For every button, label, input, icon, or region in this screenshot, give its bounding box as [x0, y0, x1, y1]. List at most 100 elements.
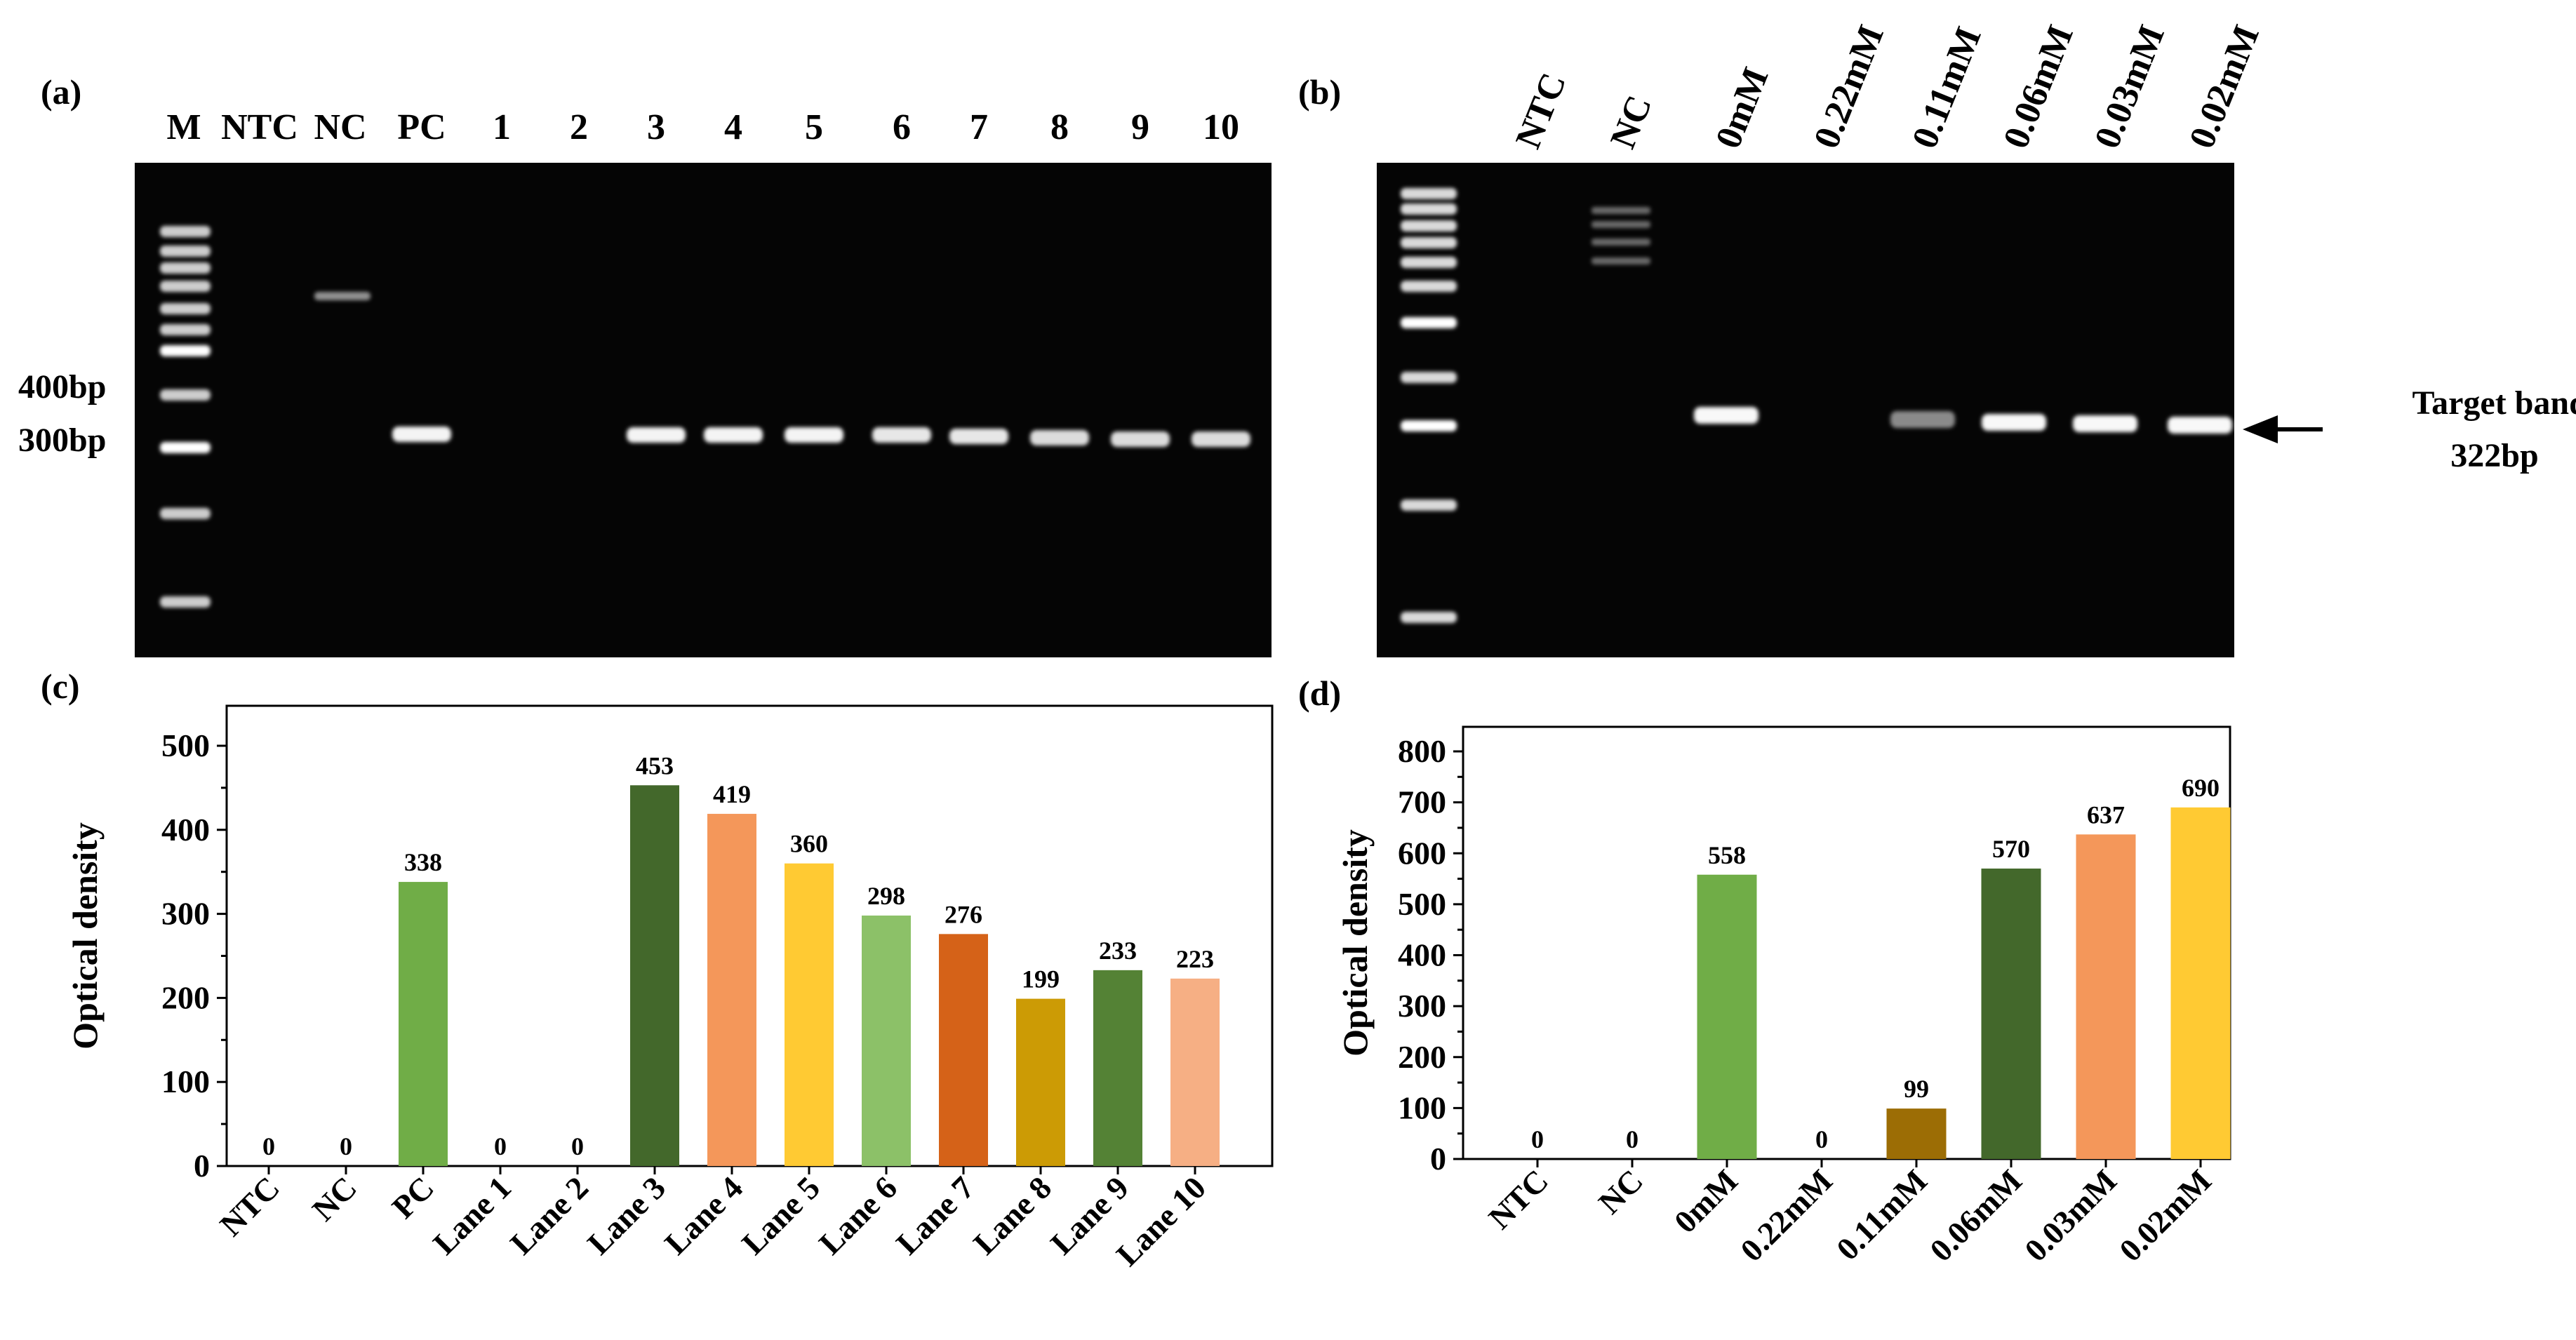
y-tick-label: 600: [1398, 835, 1446, 871]
gel-b-bands: [1591, 207, 2232, 434]
gel-a-lane-label: 5: [805, 107, 823, 147]
chart-d-y-axis-title: Optical density: [1335, 829, 1375, 1057]
bar-value-label: 0: [1626, 1125, 1639, 1153]
gel-band: [872, 427, 931, 443]
bar-006mm: [1981, 869, 2041, 1159]
gel-b-lane-label: 0.06mM: [1996, 20, 2081, 154]
ladder-band: [1401, 317, 1457, 328]
bar-lane-3: [630, 785, 679, 1166]
gel-band: [1030, 430, 1089, 445]
ladder-band: [1401, 420, 1457, 431]
bar-value-label: 338: [404, 848, 442, 876]
chart-c-value-labels: 0 0 338 0 0 453 419 360 298 276 199 233 223: [262, 751, 1214, 1160]
panel-label-d: (d): [1298, 674, 1341, 713]
gel-b-lane-label: 0mM: [1708, 62, 1776, 154]
y-tick-label: 400: [161, 812, 210, 847]
y-tick-label: 700: [1398, 784, 1446, 820]
gel-a-lane-label: 4: [724, 107, 742, 147]
chart-d: Optical density 0 100 200 300 400 500 600 700 80…: [1335, 725, 2231, 1268]
x-category-label: NC: [1591, 1163, 1650, 1221]
x-category-label: Lane 1: [426, 1170, 518, 1261]
bar-lane-5: [785, 863, 834, 1166]
bar-0mm: [1697, 874, 1757, 1159]
gel-a-bands: [314, 292, 1250, 447]
x-category-label: Lane 7: [889, 1170, 981, 1261]
bar-value-label: 233: [1099, 937, 1137, 965]
ladder-band: [160, 508, 211, 519]
y-tick-label: 300: [161, 896, 210, 932]
ladder-band: [1401, 372, 1457, 383]
bar-lane-9: [1093, 970, 1142, 1166]
x-category-label: Lane 3: [580, 1170, 672, 1261]
bar-value-label: 298: [867, 882, 905, 910]
gel-band: [2168, 417, 2232, 434]
gel-a: M NTC NC PC 1 2 3 4 5 6 7 8 9 10 400bp 300bp: [18, 107, 1272, 657]
bar-value-label: 558: [1708, 841, 1746, 869]
gel-a-ladder: [160, 226, 211, 608]
x-category-label: Lane 2: [503, 1170, 595, 1261]
y-tick-label: 500: [161, 728, 210, 763]
x-category-label: NC: [305, 1170, 363, 1228]
panel-label-c: (c): [41, 666, 80, 706]
bar-value-label: 453: [636, 751, 674, 779]
bar-value-label: 419: [713, 780, 751, 808]
gel-band: [704, 427, 763, 443]
x-category-label: Lane 8: [966, 1170, 1058, 1261]
gel-band: [1111, 431, 1170, 447]
gel-band: [1982, 414, 2046, 431]
target-arrow-icon: [2243, 415, 2278, 443]
gel-band: [949, 429, 1008, 444]
gel-a-lane-label: 7: [970, 107, 988, 147]
bar-value-label: 570: [1992, 835, 2030, 863]
ladder-band: [1401, 237, 1457, 248]
bar-value-label: 276: [945, 900, 982, 928]
gel-band: [1591, 207, 1650, 214]
bar-value-label: 0: [1531, 1125, 1544, 1153]
bar-011mm: [1886, 1108, 1947, 1159]
ladder-band: [1401, 188, 1457, 199]
bar-value-label: 637: [2087, 800, 2125, 829]
marker-300bp: 300bp: [18, 422, 106, 459]
gel-a-lane-label: 6: [893, 107, 911, 147]
ladder-band: [160, 226, 211, 237]
y-tick-label: 0: [1430, 1141, 1446, 1177]
gel-a-lane-label: 10: [1203, 107, 1239, 147]
chart-d-bars: [1697, 807, 2231, 1159]
gel-b: NTC NC 0mM 0.22mM 0.11mM 0.06mM 0.03mM 0.02mM T…: [1377, 20, 2576, 657]
x-category-label: 0mM: [1667, 1163, 1744, 1240]
bar-value-label: 0: [1815, 1125, 1828, 1153]
gel-band: [392, 427, 451, 442]
x-category-label: 0.06mM: [1923, 1163, 2029, 1268]
chart-d-y-axis: 0 100 200 300 400 500 600 700 800: [1398, 733, 1463, 1177]
chart-c-y-axis-title: Optical density: [65, 822, 105, 1050]
y-tick-label: 200: [1398, 1039, 1446, 1075]
x-category-label: 0.11mM: [1829, 1163, 1934, 1267]
gel-band: [627, 427, 686, 443]
ladder-band: [160, 262, 211, 274]
chart-c-bars: [399, 785, 1220, 1166]
bar-value-label: 0: [571, 1132, 584, 1160]
gel-b-lane-label: 0.11mM: [1904, 22, 1989, 154]
x-category-label: 0.03mM: [2017, 1163, 2123, 1268]
ladder-band: [160, 345, 211, 356]
gel-b-lane-label: 0.03mM: [2087, 20, 2173, 154]
y-tick-label: 400: [1398, 937, 1446, 973]
ladder-band: [160, 324, 211, 335]
ladder-band: [1401, 281, 1457, 292]
gel-b-lane-label: 0.22mM: [1806, 20, 1892, 154]
gel-band: [1192, 431, 1250, 447]
gel-band: [1591, 221, 1650, 228]
ladder-band: [1401, 257, 1457, 268]
ladder-band: [160, 281, 211, 292]
gel-a-lane-label: 8: [1050, 107, 1069, 147]
gel-b-lane-labels: NTC NC 0mM 0.22mM 0.11mM 0.06mM 0.03mM 0.02mM: [1508, 20, 2267, 154]
gel-a-lane-label: 1: [493, 107, 511, 147]
ladder-band: [160, 303, 211, 314]
bar-pc: [399, 882, 448, 1166]
gel-band: [1694, 407, 1759, 424]
target-bands-size: 322bp: [2450, 437, 2538, 474]
x-category-label: 0.02mM: [2112, 1163, 2218, 1268]
